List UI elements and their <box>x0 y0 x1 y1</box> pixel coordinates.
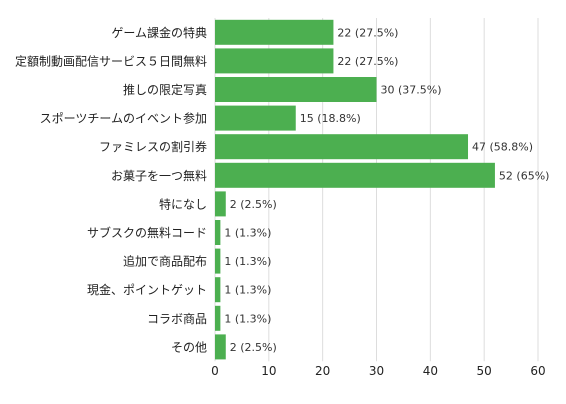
data-label: 52 (65%) <box>499 169 550 182</box>
bar <box>215 19 334 45</box>
bar <box>215 162 495 188</box>
category-label: 推しの限定写真 <box>123 82 207 97</box>
bar <box>215 305 221 331</box>
category-label: サブスクの無料コード <box>87 225 207 240</box>
bar <box>215 48 334 74</box>
bar <box>215 77 377 102</box>
bar <box>215 191 226 217</box>
category-label: スポーツチームのイベント参加 <box>40 111 207 126</box>
data-label: 30 (37.5%) <box>381 84 442 97</box>
bar <box>215 248 221 274</box>
bar <box>215 334 226 360</box>
data-label: 15 (18.8%) <box>300 112 361 125</box>
data-label: 22 (27.5%) <box>337 26 398 39</box>
data-label: 2 (2.5%) <box>230 198 277 211</box>
data-label: 47 (58.8%) <box>472 141 533 154</box>
data-label: 22 (27.5%) <box>337 55 398 68</box>
data-label: 2 (2.5%) <box>230 341 277 354</box>
bar <box>215 277 221 303</box>
x-tick-label: 30 <box>369 364 384 378</box>
x-tick-label: 50 <box>477 364 492 378</box>
category-label: 追加で商品配布 <box>123 254 207 269</box>
data-label: 1 (1.3%) <box>224 227 271 240</box>
bar <box>215 134 469 160</box>
data-label: 1 (1.3%) <box>224 284 271 297</box>
category-label: 現金、ポイントゲット <box>87 282 207 297</box>
x-tick-label: 40 <box>423 364 438 378</box>
bar <box>215 105 296 131</box>
category-label: ファミレスの割引券 <box>99 139 207 154</box>
data-label: 1 (1.3%) <box>224 312 271 325</box>
category-label: ゲーム課金の特典 <box>111 25 207 40</box>
x-tick-label: 0 <box>211 364 219 378</box>
bar <box>215 220 221 245</box>
category-label: お菓子を一つ無料 <box>111 168 207 183</box>
data-label: 1 (1.3%) <box>224 255 271 268</box>
x-axis-ticks: 0 10 20 30 40 50 60 <box>211 364 545 378</box>
category-labels: ゲーム課金の特典定額制動画配信サービス５日間無料推しの限定写真スポーツチームのイ… <box>15 25 207 355</box>
x-tick-label: 20 <box>315 364 330 378</box>
x-tick-label: 60 <box>530 364 545 378</box>
category-label: その他 <box>171 340 207 354</box>
category-label: 特になし <box>159 196 207 211</box>
x-tick-label: 10 <box>261 364 276 378</box>
grid-lines <box>214 18 539 362</box>
category-label: 定額制動画配信サービス５日間無料 <box>15 53 207 68</box>
data-labels: 22 (27.5%) 22 (27.5%) 30 (37.5%) 15 (18.8%)… <box>224 26 549 354</box>
category-label: コラボ商品 <box>147 311 207 326</box>
bars <box>215 19 495 360</box>
